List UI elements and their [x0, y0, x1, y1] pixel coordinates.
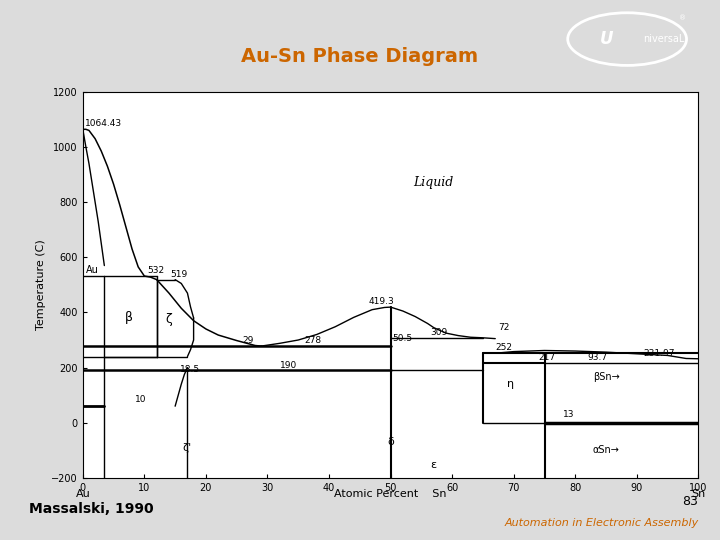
- Text: βSn→: βSn→: [593, 372, 619, 382]
- Text: ε: ε: [431, 461, 437, 470]
- Text: 419.3: 419.3: [369, 298, 395, 306]
- Text: Massalski, 1990: Massalski, 1990: [29, 502, 153, 516]
- Text: Au: Au: [76, 489, 90, 499]
- Text: 190: 190: [280, 361, 297, 369]
- Text: 18.5: 18.5: [180, 364, 200, 374]
- Text: 309: 309: [431, 328, 448, 337]
- Text: δ: δ: [387, 437, 394, 447]
- Text: niversaL: niversaL: [643, 34, 684, 44]
- Text: 1064.43: 1064.43: [85, 119, 122, 128]
- Text: β: β: [125, 312, 133, 325]
- Text: 93.7: 93.7: [588, 353, 608, 362]
- Text: Liquid: Liquid: [413, 176, 454, 190]
- Text: 231.97: 231.97: [643, 349, 675, 358]
- Text: 519: 519: [170, 270, 187, 279]
- Text: Au: Au: [86, 265, 99, 275]
- Text: 50.5: 50.5: [392, 334, 412, 343]
- Text: Sn: Sn: [691, 489, 706, 499]
- Text: 29: 29: [243, 336, 254, 345]
- Text: 10: 10: [135, 395, 147, 404]
- Text: U: U: [600, 30, 613, 48]
- Y-axis label: Temperature (C): Temperature (C): [36, 239, 46, 330]
- Text: Au-Sn Phase Diagram: Au-Sn Phase Diagram: [241, 47, 479, 66]
- Text: αSn→: αSn→: [593, 446, 619, 455]
- Text: ®: ®: [679, 15, 686, 21]
- Text: 278: 278: [305, 336, 322, 345]
- Text: ζ': ζ': [183, 443, 192, 453]
- Text: 13: 13: [563, 410, 575, 420]
- Text: ζ: ζ: [166, 313, 172, 326]
- Text: 83: 83: [683, 495, 698, 508]
- Text: Atomic Percent    Sn: Atomic Percent Sn: [334, 489, 447, 499]
- Text: Automation in Electronic Assembly: Automation in Electronic Assembly: [504, 518, 698, 529]
- Text: 532: 532: [148, 266, 165, 275]
- Text: 217: 217: [539, 353, 555, 362]
- Text: 72: 72: [498, 323, 510, 332]
- Text: 252: 252: [495, 343, 512, 353]
- Text: η: η: [507, 379, 514, 389]
